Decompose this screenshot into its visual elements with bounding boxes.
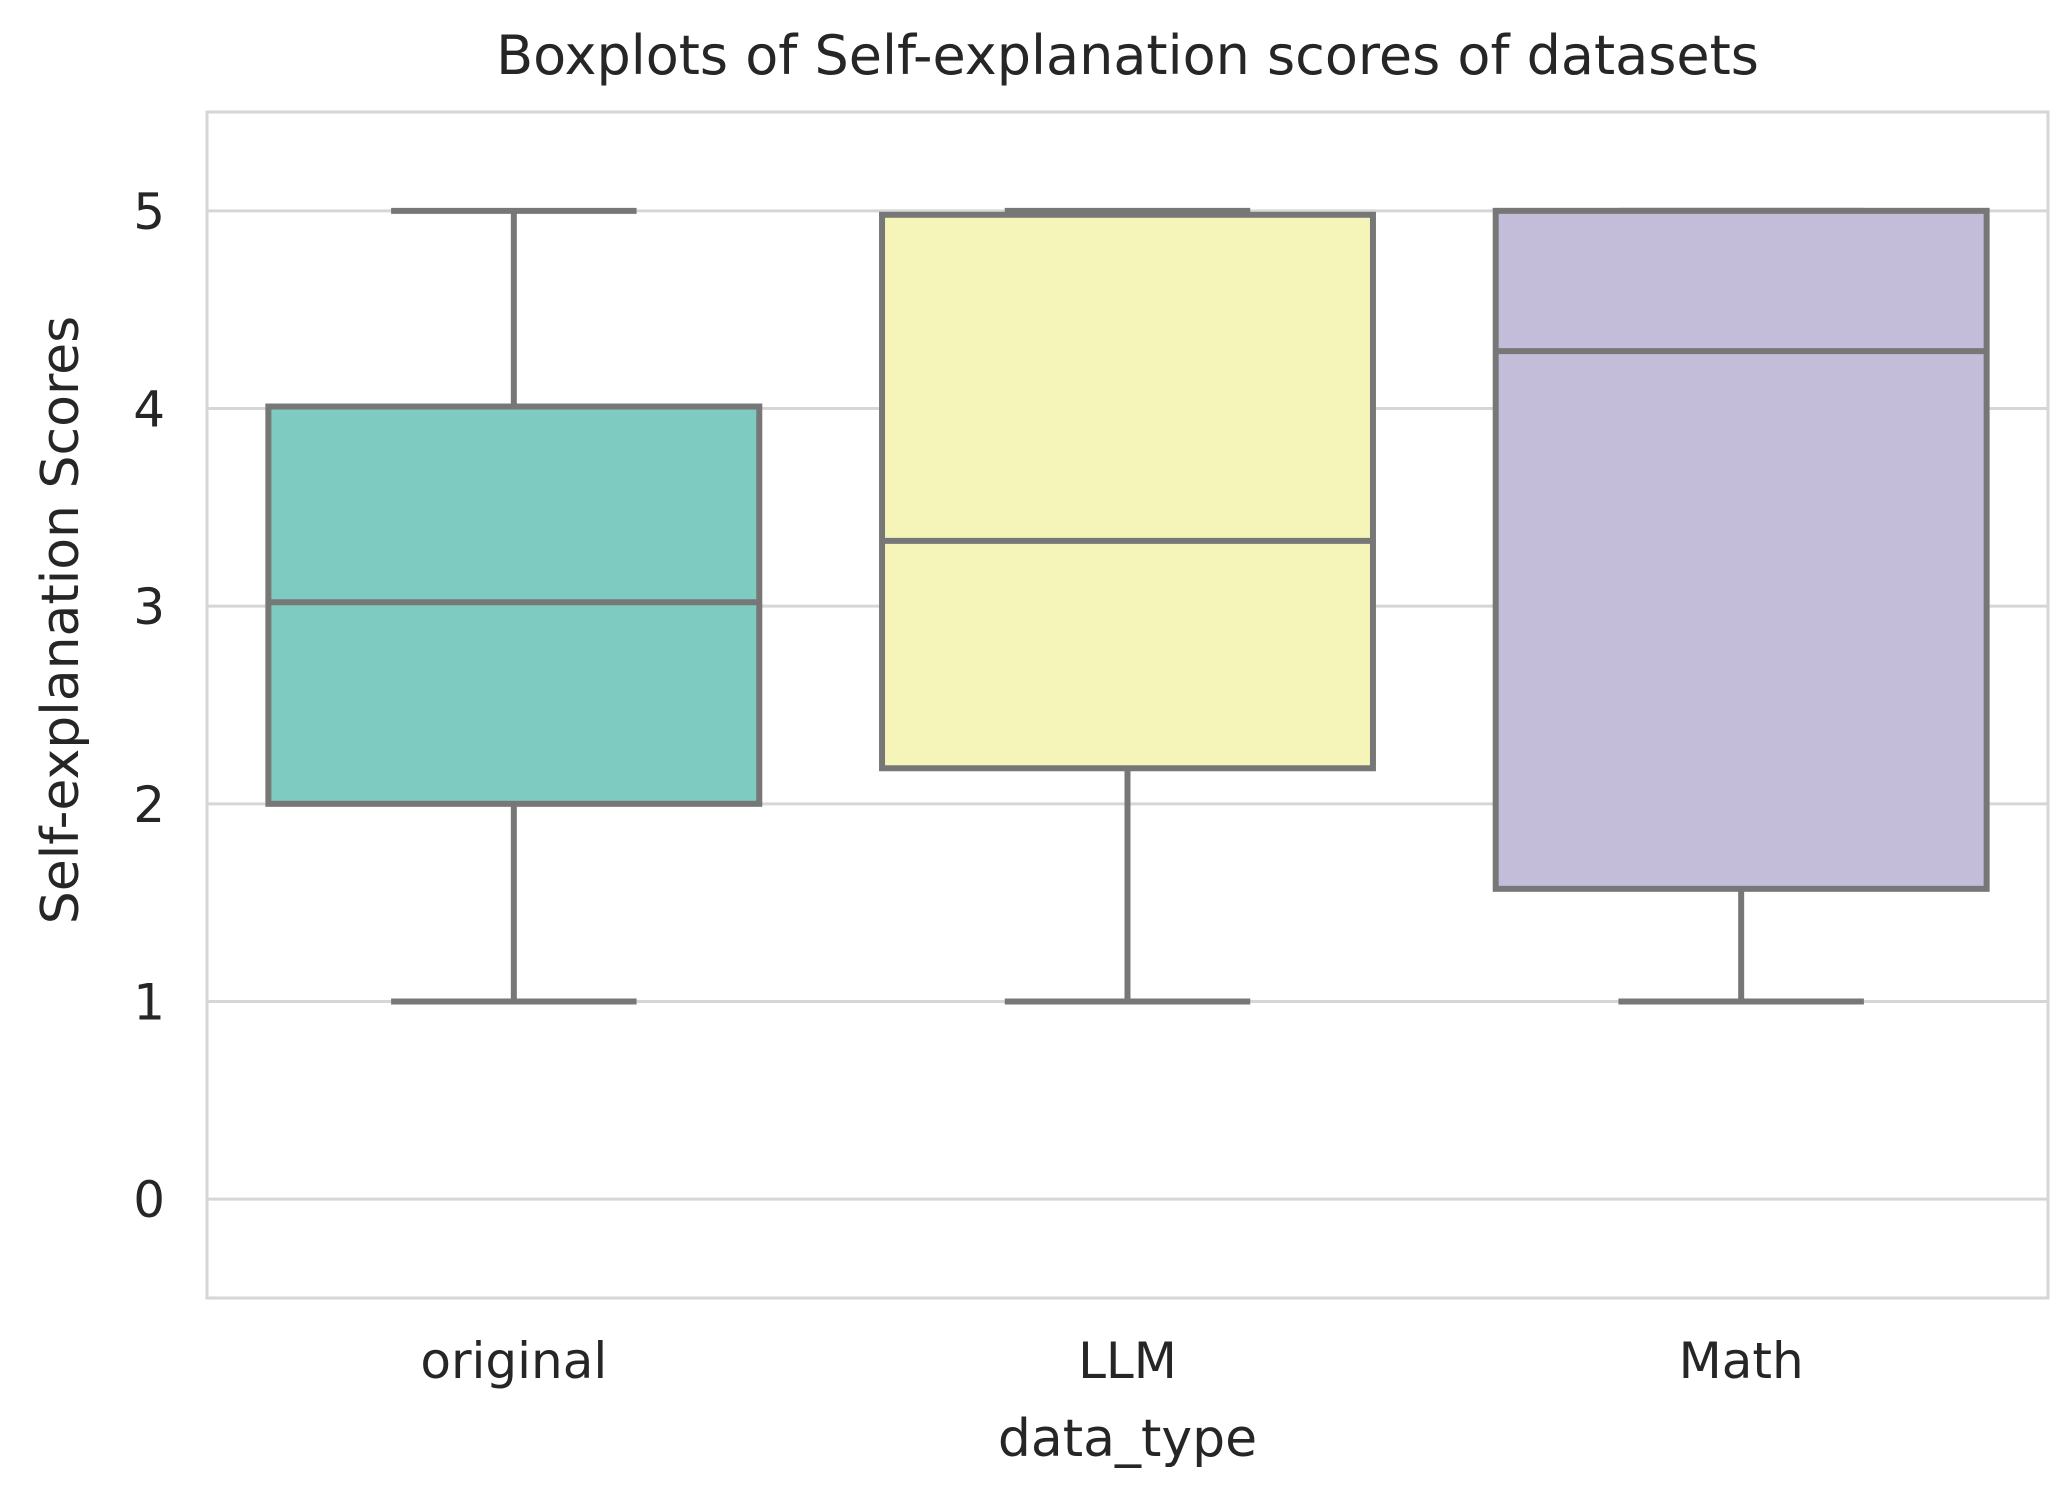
y-tick-label: 4 bbox=[133, 381, 165, 439]
x-tick-labels: original LLM Math bbox=[420, 1332, 1803, 1390]
y-tick-label: 0 bbox=[133, 1171, 165, 1229]
y-axis-label: Self-explanation Scores bbox=[31, 316, 91, 925]
x-tick-label: LLM bbox=[1078, 1332, 1177, 1390]
iqr-box bbox=[1492, 207, 1990, 892]
y-tick-label: 2 bbox=[133, 776, 165, 834]
box-group-original bbox=[265, 207, 763, 1005]
x-axis-label: data_type bbox=[998, 1409, 1257, 1469]
x-tick-label: Math bbox=[1679, 1332, 1804, 1390]
box-group-math bbox=[1492, 207, 1990, 1005]
plot-area-frame bbox=[205, 110, 2050, 1300]
boxes bbox=[265, 207, 1990, 1005]
chart-title: Boxplots of Self-explanation scores of d… bbox=[496, 24, 1759, 87]
box-group-llm bbox=[879, 207, 1376, 1005]
iqr-box bbox=[879, 211, 1376, 772]
y-tick-label: 5 bbox=[133, 183, 165, 241]
x-tick-label: original bbox=[420, 1332, 607, 1390]
y-tick-labels: 0 1 2 3 4 5 bbox=[133, 183, 165, 1229]
y-tick-label: 3 bbox=[133, 578, 165, 636]
y-tick-label: 1 bbox=[133, 974, 165, 1032]
